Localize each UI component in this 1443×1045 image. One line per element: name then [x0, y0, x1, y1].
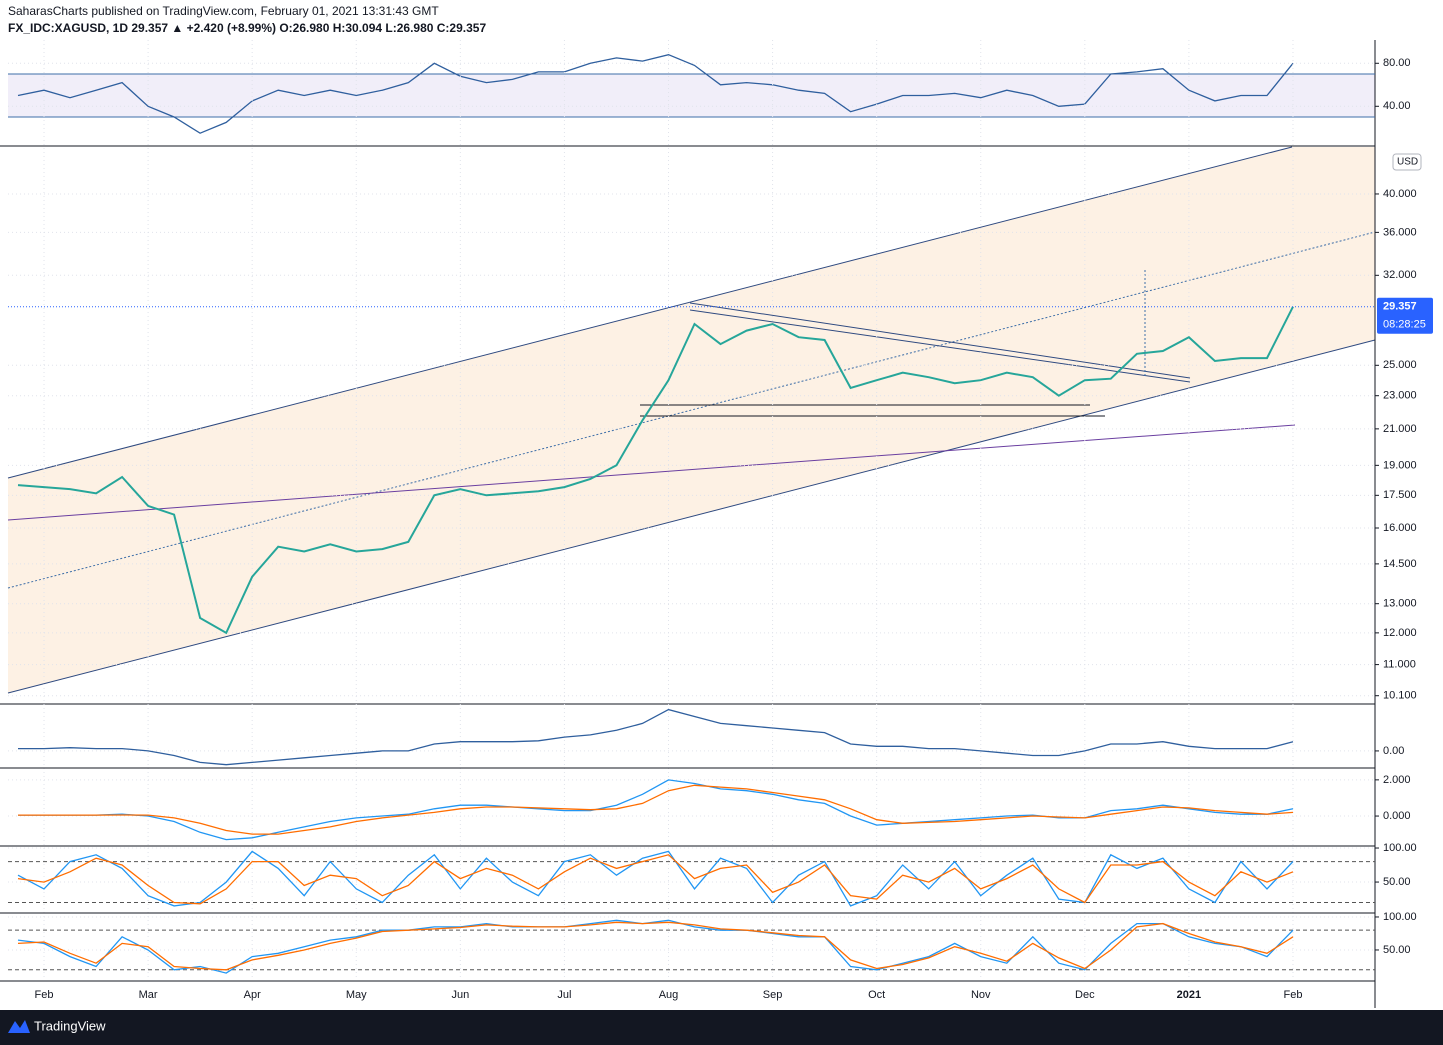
- footer-bar: [0, 1010, 1443, 1045]
- series-line: [17, 306, 1294, 635]
- long-ma: [7, 424, 1296, 521]
- y-tick-label: 36.000: [1383, 226, 1417, 238]
- y-tick-label: 2.000: [1383, 774, 1411, 786]
- y-tick-label: 40.000: [1383, 188, 1417, 200]
- y-tick-label: 14.500: [1383, 558, 1417, 570]
- trend-line: [689, 309, 1191, 383]
- channel-fill: [8, 147, 1375, 693]
- channel-lower: [7, 339, 1376, 694]
- series-line: [18, 784, 1294, 835]
- y-tick-label: 100.00: [1383, 911, 1417, 923]
- y-tick-label: 16.000: [1383, 522, 1417, 534]
- last-price-label: 29.357: [1383, 301, 1417, 313]
- x-tick-label: Aug: [659, 989, 679, 1001]
- footer-brand: TradingView: [34, 1018, 106, 1033]
- y-tick-label: 17.500: [1383, 489, 1417, 501]
- series-line: [18, 708, 1294, 766]
- x-tick-label: Jun: [451, 989, 469, 1001]
- y-tick-label: 100.00: [1383, 842, 1417, 854]
- y-tick-label: 40.00: [1383, 100, 1411, 112]
- y-tick-label: 11.000: [1383, 658, 1416, 670]
- y-tick-label: 50.00: [1383, 876, 1411, 888]
- currency-label: USD: [1397, 157, 1418, 168]
- y-tick-label: 19.000: [1383, 459, 1417, 471]
- series-line: [17, 850, 1294, 907]
- rsi-band: [8, 74, 1375, 117]
- x-tick-label: Oct: [868, 989, 885, 1001]
- y-tick-label: 10.100: [1383, 690, 1417, 702]
- x-tick-label: Jul: [557, 989, 571, 1001]
- header-title: SaharasCharts published on TradingView.c…: [8, 4, 439, 18]
- series-line: [17, 54, 1294, 134]
- x-tick-label: Feb: [1283, 989, 1302, 1001]
- y-tick-label: 25.000: [1383, 359, 1417, 371]
- trend-line: [689, 302, 1191, 379]
- y-tick-label: 23.000: [1383, 390, 1417, 402]
- series-line: [17, 921, 1294, 971]
- series-line: [17, 919, 1294, 974]
- channel-upper: [7, 146, 1293, 479]
- last-price-box: [1377, 297, 1433, 334]
- countdown-label: 08:28:25: [1383, 319, 1426, 331]
- y-tick-label: 12.000: [1383, 627, 1417, 639]
- x-tick-label: May: [346, 989, 367, 1001]
- channel-mid: [7, 231, 1376, 589]
- header-subtitle: FX_IDC:XAGUSD, 1D 29.357 ▲ +2.420 (+8.99…: [8, 21, 486, 35]
- y-tick-label: 50.00: [1383, 944, 1411, 956]
- y-tick-label: 21.000: [1383, 423, 1417, 435]
- y-tick-label: 32.000: [1383, 269, 1417, 281]
- x-tick-label: 2021: [1177, 989, 1201, 1001]
- y-tick-label: 80.00: [1383, 57, 1411, 69]
- x-tick-label: Nov: [971, 989, 991, 1001]
- series-line: [17, 854, 1294, 905]
- x-tick-label: Dec: [1075, 989, 1095, 1001]
- x-tick-label: Sep: [763, 989, 783, 1001]
- currency-box: [1392, 153, 1422, 171]
- drawings: [7, 146, 1376, 694]
- x-tick-label: Mar: [139, 989, 158, 1001]
- y-tick-label: 0.000: [1383, 810, 1411, 822]
- x-tick-label: Apr: [244, 989, 261, 1001]
- x-tick-label: Feb: [35, 989, 54, 1001]
- y-tick-label: 0.00: [1383, 745, 1404, 757]
- logo: [8, 1020, 30, 1033]
- y-tick-label: 13.000: [1383, 598, 1417, 610]
